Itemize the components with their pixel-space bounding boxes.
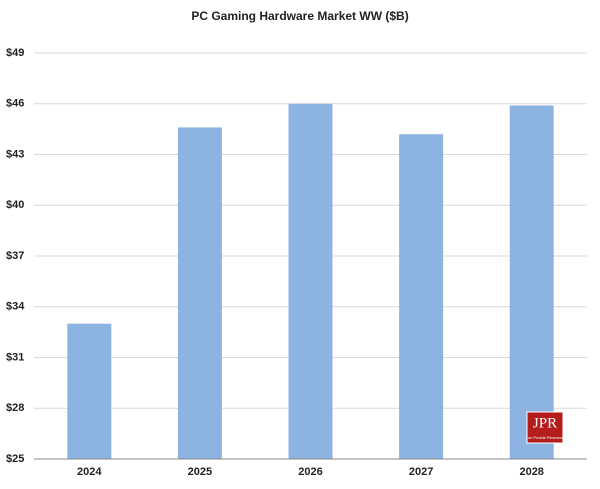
- bar: [67, 323, 112, 459]
- y-tick-label: $37: [6, 250, 24, 262]
- logo: JPR: [533, 415, 557, 431]
- bar: [399, 134, 444, 459]
- bar: [509, 105, 554, 460]
- x-tick-label: 2026: [298, 466, 322, 478]
- chart-title: PC Gaming Hardware Market WW ($B): [191, 9, 408, 23]
- logo-box: [526, 411, 564, 444]
- x-tick-label: 2027: [409, 466, 433, 478]
- y-tick-label: $31: [6, 351, 24, 363]
- y-tick-label: $34: [6, 301, 25, 313]
- y-tick-label: $40: [6, 199, 24, 211]
- x-tick-label: 2024: [77, 466, 102, 478]
- x-tick-label: 2025: [188, 466, 212, 478]
- bar: [177, 127, 222, 459]
- y-tick-label: $25: [6, 453, 24, 465]
- y-tick-label: $28: [6, 402, 24, 414]
- y-tick-label: $46: [6, 98, 24, 110]
- y-tick-label: $49: [6, 47, 24, 59]
- logo-subtitle: Jon Peddie Research: [526, 435, 564, 440]
- bar: [288, 103, 333, 459]
- x-tick-label: 2028: [519, 466, 543, 478]
- y-tick-label: $43: [6, 148, 24, 160]
